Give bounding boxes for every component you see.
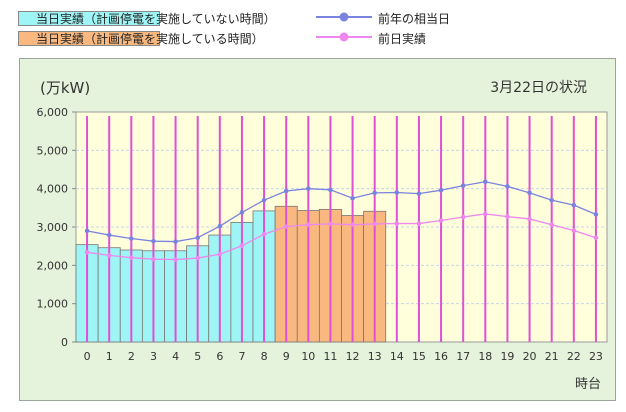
point-prev-year-0: [84, 228, 90, 234]
x-axis-label: 時台: [574, 377, 601, 392]
x-tick-label: 10: [301, 350, 315, 363]
x-tick-label: 18: [478, 350, 492, 363]
point-prev-day-13: [372, 221, 377, 227]
point-prev-year-3: [151, 238, 156, 244]
point-prev-year-14: [394, 190, 400, 195]
point-prev-day-10: [306, 222, 311, 227]
x-tick-label: 0: [84, 350, 91, 363]
y-unit-label: (万kW): [40, 79, 91, 97]
legend-label-prev-year: 前年の相当日: [378, 12, 451, 26]
x-tick-label: 9: [283, 350, 290, 363]
x-tick-label: 6: [216, 350, 223, 363]
x-tick-label: 14: [390, 350, 404, 363]
point-prev-day-7: [239, 243, 245, 249]
point-prev-year-22: [571, 202, 577, 208]
x-tick-label: 11: [323, 350, 337, 363]
legend-line-prev-day: [316, 32, 372, 42]
x-tick-label: 7: [238, 350, 245, 363]
point-prev-year-12: [350, 195, 355, 201]
point-prev-year-21: [549, 197, 554, 203]
point-prev-year-20: [527, 190, 532, 196]
point-prev-year-17: [460, 183, 466, 188]
point-prev-day-23: [593, 235, 599, 241]
point-prev-year-9: [283, 188, 289, 194]
legend-label-prev-day: 前日実績: [378, 32, 427, 46]
point-prev-year-13: [372, 190, 377, 196]
point-prev-year-11: [328, 187, 333, 193]
chart-frame: (万kW) 3月22日の状況 0 1,000 2,000 3,000 4,000 5,00…: [19, 58, 616, 401]
point-prev-day-8: [261, 231, 267, 237]
x-tick-label: 22: [567, 350, 581, 363]
chart-date-label: 3月22日の状況: [490, 80, 587, 96]
x-tick-label: 13: [368, 350, 382, 363]
point-prev-year-15: [416, 191, 422, 196]
series-line-prev-year: [86, 181, 597, 243]
y-tick-label: 4,000: [37, 183, 69, 196]
x-tick-label: 2: [128, 350, 135, 363]
y-tick-label: 3,000: [37, 221, 69, 234]
point-prev-year-6: [217, 223, 223, 229]
legend-swatch-outage: [18, 31, 160, 46]
y-tick-label: 0: [61, 336, 68, 349]
x-tick-label: 8: [261, 350, 268, 363]
x-tick-label: 5: [194, 350, 201, 363]
y-tick-label: 1,000: [37, 298, 69, 311]
x-tick-label: 4: [172, 350, 179, 363]
point-prev-day-17: [460, 214, 466, 220]
point-prev-year-23: [593, 212, 599, 217]
point-prev-day-18: [483, 211, 488, 217]
point-prev-day-9: [283, 224, 289, 229]
point-prev-day-19: [505, 214, 510, 219]
point-prev-year-1: [106, 232, 112, 238]
legend-swatch-no-outage: [18, 11, 160, 26]
x-tick-label: 15: [412, 350, 426, 363]
series-line-prev-day: [86, 213, 597, 261]
point-prev-year-16: [438, 187, 444, 193]
y-tick-label: 2,000: [37, 259, 69, 272]
point-prev-day-15: [416, 221, 422, 226]
x-tick-label: 16: [434, 350, 448, 363]
point-prev-day-0: [84, 250, 90, 255]
point-prev-day-5: [195, 255, 200, 261]
point-prev-day-4: [173, 257, 178, 262]
point-prev-year-18: [483, 179, 488, 185]
x-tick-label: 17: [456, 350, 470, 363]
point-prev-year-8: [261, 197, 267, 203]
point-prev-year-19: [505, 184, 510, 189]
point-prev-year-5: [195, 235, 200, 241]
point-prev-day-6: [217, 251, 223, 257]
legend: 当日実績（計画停電を実施していない時間） 当日実績（計画停電を実施している時間）…: [0, 0, 626, 52]
legend-label-no-outage: 当日実績（計画停電を実施していない時間）: [36, 12, 276, 26]
legend-label-outage: 当日実績（計画停電を実施している時間）: [36, 32, 264, 46]
point-prev-day-12: [350, 222, 355, 227]
y-tick-label: 5,000: [37, 144, 69, 157]
x-tick-label: 20: [523, 350, 537, 363]
point-prev-day-2: [129, 255, 134, 260]
point-prev-day-11: [328, 221, 333, 227]
point-prev-day-20: [527, 216, 532, 222]
point-prev-day-21: [549, 222, 554, 227]
x-tick-label: 12: [346, 350, 360, 363]
x-tick-label: 3: [150, 350, 157, 363]
point-prev-year-2: [129, 236, 134, 241]
point-prev-day-1: [106, 253, 112, 258]
point-prev-day-16: [438, 218, 444, 223]
y-tick-label: 6,000: [37, 106, 69, 119]
x-tick-label: 21: [545, 350, 559, 363]
point-prev-day-14: [394, 221, 400, 226]
x-tick-label: 19: [500, 350, 514, 363]
point-prev-year-4: [173, 239, 178, 244]
x-tick-label: 1: [106, 350, 113, 363]
point-prev-year-10: [306, 186, 311, 191]
point-prev-year-7: [239, 210, 245, 215]
point-prev-day-3: [151, 256, 156, 262]
point-prev-day-22: [571, 228, 577, 233]
x-tick-label: 23: [589, 350, 603, 363]
legend-line-prev-year: [316, 12, 372, 22]
